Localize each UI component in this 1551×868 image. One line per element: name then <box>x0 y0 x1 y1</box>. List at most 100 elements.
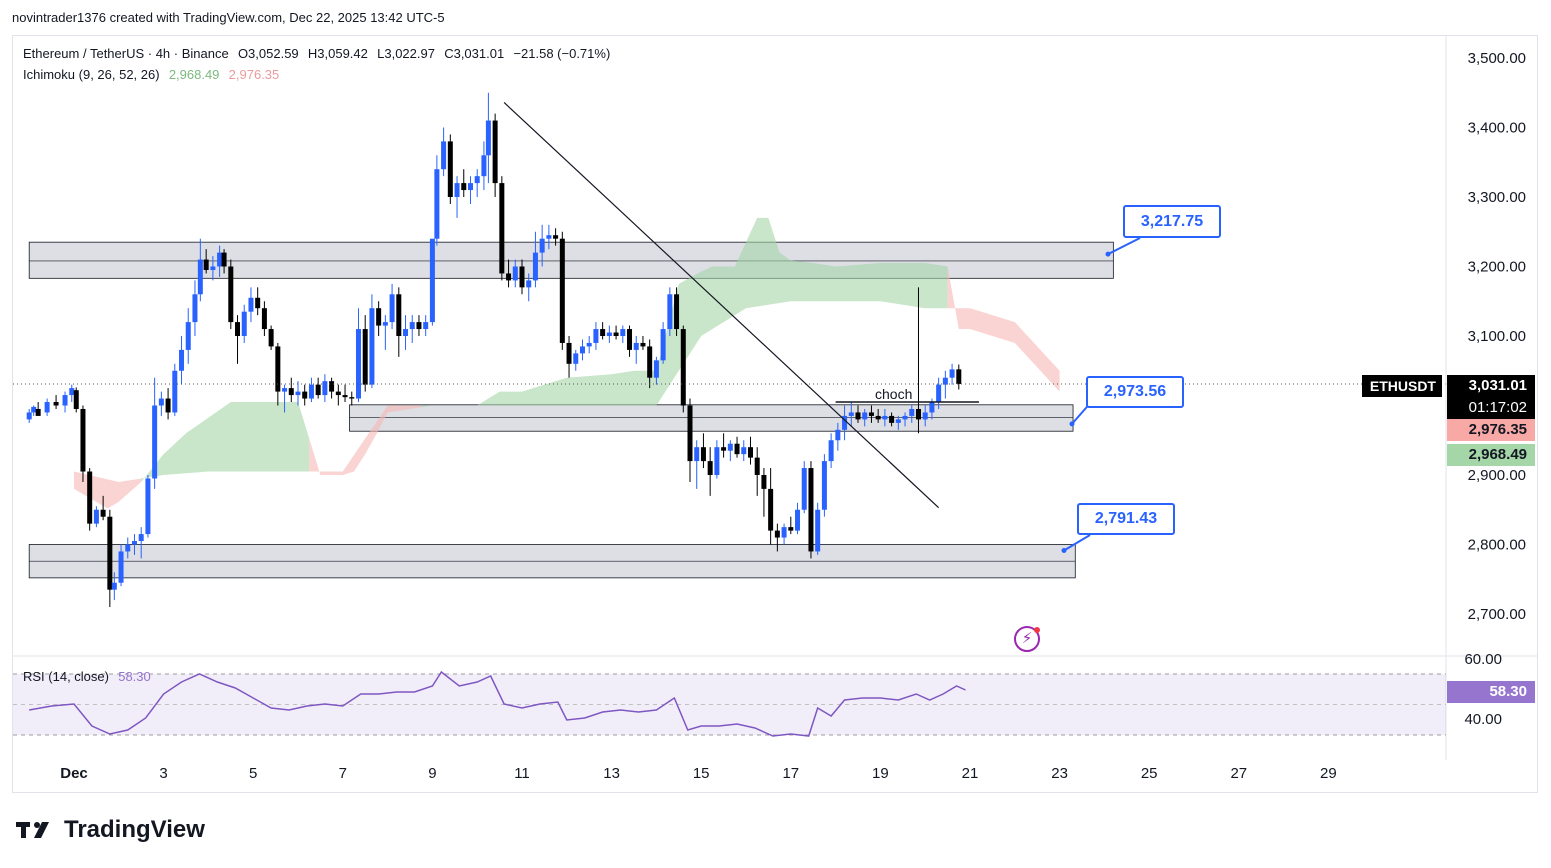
candle <box>788 527 794 531</box>
candle <box>781 527 787 538</box>
chart-container[interactable] <box>12 35 1538 793</box>
candle <box>467 183 473 191</box>
time-tick-label: 21 <box>962 765 979 782</box>
time-tick-label: 15 <box>693 765 710 782</box>
candle <box>680 329 686 406</box>
candle <box>342 395 348 398</box>
candle <box>868 412 874 416</box>
candle <box>909 408 915 416</box>
candle <box>241 311 247 336</box>
candle <box>566 342 572 364</box>
time-tick-label: 5 <box>249 765 257 782</box>
candle <box>815 509 821 552</box>
candle <box>660 329 666 361</box>
candle <box>107 516 113 590</box>
candle <box>282 388 288 392</box>
tradingview-logo[interactable]: TradingView <box>16 816 205 844</box>
callout-3217[interactable]: 3,217.75 <box>1123 205 1221 238</box>
price-tick-label: 3,100.00 <box>1468 328 1526 345</box>
candle <box>197 259 203 295</box>
candle <box>423 322 429 330</box>
candle <box>734 443 740 455</box>
candle <box>349 397 355 399</box>
candle <box>53 402 59 406</box>
symbol-legend: Ethereum / TetherUS · 4h · Binance O3,05… <box>23 46 612 61</box>
time-tick-label: 11 <box>514 765 530 782</box>
candle <box>936 384 942 403</box>
candle <box>248 297 254 312</box>
price-tick-label: 3,500.00 <box>1468 50 1526 67</box>
candle <box>895 419 901 423</box>
candle <box>165 398 171 413</box>
candle <box>579 346 585 354</box>
price-tick-label: 2,700.00 <box>1468 606 1526 623</box>
ichimoku-legend[interactable]: Ichimoku (9, 26, 52, 26) 2,968.49 2,976.… <box>23 67 281 82</box>
candle <box>922 412 928 420</box>
candle <box>268 329 274 347</box>
candle <box>308 384 314 399</box>
candle <box>862 412 868 420</box>
candle <box>902 415 908 420</box>
candle <box>382 322 388 326</box>
zone-mid-zone <box>349 404 1074 432</box>
time-tick-label: 3 <box>159 765 167 782</box>
candle <box>559 238 565 343</box>
price-tick-label: 2,900.00 <box>1468 467 1526 484</box>
callout-2973[interactable]: 2,973.56 <box>1086 376 1184 408</box>
candle <box>506 273 512 281</box>
candle <box>158 398 164 406</box>
time-tick-label: 9 <box>428 765 436 782</box>
candle <box>553 235 559 239</box>
time-tick-label: 25 <box>1141 765 1158 782</box>
callout-2791[interactable]: 2,791.43 <box>1077 503 1175 535</box>
candle <box>69 388 75 396</box>
candle <box>956 369 962 384</box>
candle <box>620 329 626 336</box>
candle <box>275 346 281 392</box>
candle <box>429 238 435 323</box>
candle <box>915 408 921 420</box>
trendline <box>503 102 940 509</box>
candle <box>185 322 191 350</box>
candle <box>210 266 216 270</box>
rsi-legend[interactable]: RSI (14, close) 58.30 <box>23 669 153 684</box>
price-tick-label: 2,800.00 <box>1468 537 1526 554</box>
callout-pointer <box>1107 237 1141 256</box>
price-tick-label: 3,400.00 <box>1468 120 1526 137</box>
candle <box>674 294 680 330</box>
candle <box>747 447 753 458</box>
alert-bolt-icon[interactable]: ⚡ <box>1014 626 1040 652</box>
candle <box>261 308 267 330</box>
candle <box>315 384 321 396</box>
zone-resistance <box>28 241 1114 279</box>
candle <box>586 342 592 347</box>
candle <box>302 391 308 399</box>
candle <box>369 308 375 385</box>
candle <box>855 412 861 420</box>
candle <box>403 329 409 336</box>
candle <box>667 294 673 330</box>
attribution-text: novintrader1376 created with TradingView… <box>12 10 445 25</box>
price-tick-label: 3,300.00 <box>1468 189 1526 206</box>
candle <box>454 183 460 197</box>
candle <box>700 447 706 462</box>
rsi-tick-label: 40.00 <box>1464 711 1502 728</box>
candle <box>721 447 727 451</box>
candle <box>526 280 532 288</box>
time-tick-label: 17 <box>782 765 799 782</box>
candle <box>828 440 834 462</box>
candle <box>447 141 453 197</box>
ichimoku-label: Ichimoku (9, 26, 52, 26) <box>23 67 160 82</box>
candle <box>613 332 619 336</box>
candle <box>192 294 198 323</box>
candlestick-series <box>26 92 962 608</box>
candle <box>573 353 579 364</box>
candle <box>409 322 415 330</box>
candle <box>647 346 653 378</box>
candle <box>138 534 144 542</box>
alert-dot-icon <box>1034 627 1040 633</box>
candle <box>512 266 518 281</box>
candle <box>441 141 447 170</box>
candle <box>546 235 552 239</box>
